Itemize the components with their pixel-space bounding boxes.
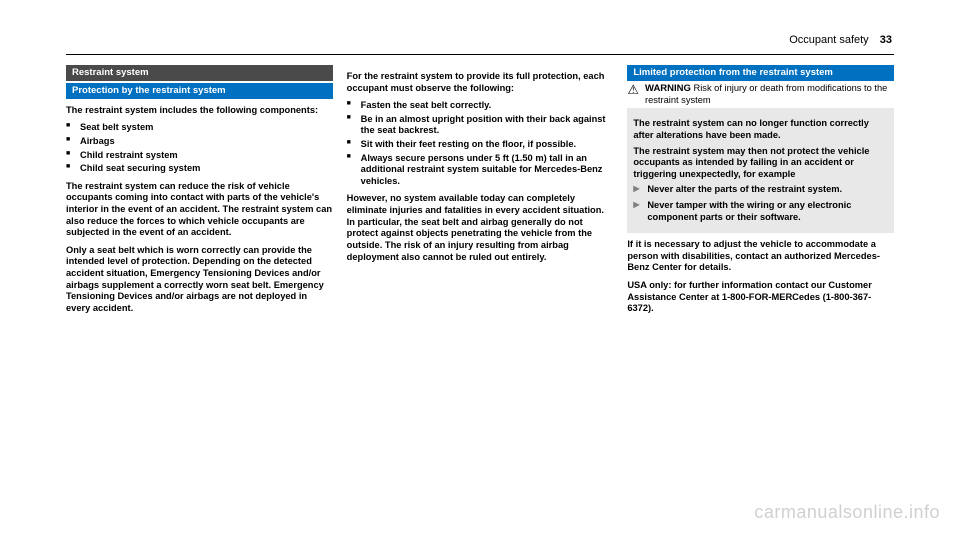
list-item: Be in an almost upright position with th… [347,114,614,137]
warning-text: The restraint system may then not protec… [633,146,888,181]
body-text: If it is necessary to adjust the vehicle… [627,239,894,274]
intro-text: The restraint system includes the follow… [66,105,333,117]
warning-header: ⚠ WARNING Risk of injury or death from m… [627,83,894,106]
body-text: Only a seat belt which is worn correctly… [66,245,333,315]
manual-page: Occupant safety 33 Restraint system Prot… [0,0,960,533]
header-rule [66,54,894,55]
page-number: 33 [880,34,892,46]
column-1: Restraint system Protection by the restr… [66,65,333,321]
content-columns: Restraint system Protection by the restr… [66,65,894,321]
observe-list: Fasten the seat belt correctly. Be in an… [347,100,614,187]
body-text: The restraint system can reduce the risk… [66,181,333,239]
warning-text: The restraint system can no longer funct… [633,118,888,141]
warning-box: The restraint system can no longer funct… [627,108,894,233]
body-text: USA only: for further information contac… [627,280,894,315]
warning-label: WARNING [645,83,691,94]
list-item: Airbags [66,136,333,148]
component-list: Seat belt system Airbags Child restraint… [66,122,333,174]
body-text: However, no system available today can c… [347,193,614,263]
page-header: Occupant safety 33 [66,34,894,46]
list-item: Child seat securing system [66,163,333,175]
list-item: Always secure persons under 5 ft (1.50 m… [347,153,614,188]
list-item: Child restraint system [66,150,333,162]
watermark: carmanualsonline.info [754,502,940,523]
column-3: Limited protection from the restraint sy… [627,65,894,321]
action-item: Never alter the parts of the restraint s… [633,184,888,196]
warning-icon: ⚠ [627,83,639,96]
heading-restraint-system: Restraint system [66,65,333,81]
warning-title-line: WARNING Risk of injury or death from mod… [645,83,894,106]
column-2: For the restraint system to provide its … [347,65,614,321]
action-item: Never tamper with the wiring or any elec… [633,200,888,223]
list-item: Fasten the seat belt correctly. [347,100,614,112]
body-text: For the restraint system to provide its … [347,71,614,94]
heading-limited-protection: Limited protection from the restraint sy… [627,65,894,81]
list-item: Sit with their feet resting on the floor… [347,139,614,151]
list-item: Seat belt system [66,122,333,134]
section-name: Occupant safety [789,34,869,46]
heading-protection: Protection by the restraint system [66,83,333,99]
